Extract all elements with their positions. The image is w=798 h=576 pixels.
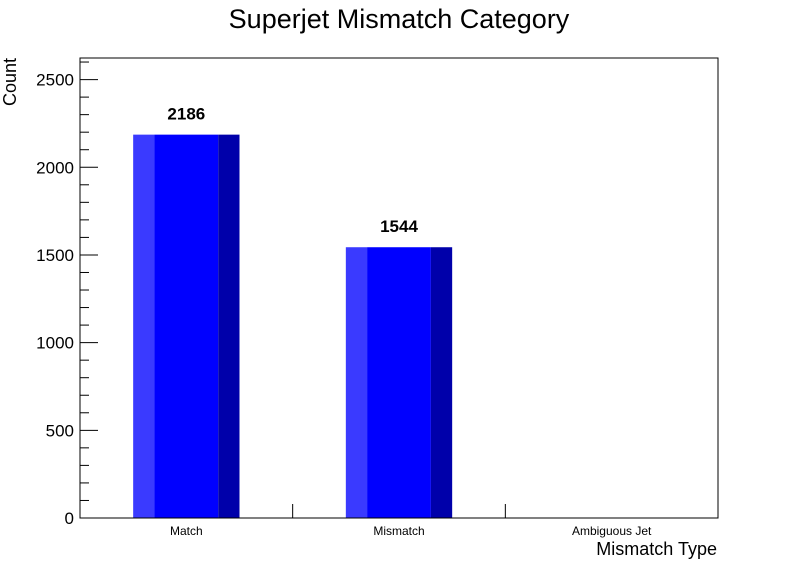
chart-title: Superjet Mismatch Category [229, 4, 570, 34]
axis-layer: Match Mismatch Ambiguous Jet 0 500 1000 1500 20… [36, 61, 652, 538]
bar-body [367, 247, 431, 518]
y-tick-label: 0 [65, 509, 74, 528]
x-axis-label: Mismatch Type [596, 539, 717, 559]
bar-left-shade [345, 247, 368, 518]
bar [345, 247, 453, 518]
data-label: 2186 [167, 105, 205, 124]
y-tick-label: 1500 [36, 246, 74, 265]
x-tick-label: Mismatch [373, 524, 424, 538]
bar-right-shade [218, 134, 240, 518]
plot-frame [79, 57, 719, 519]
bar-left-shade [133, 134, 155, 518]
bar-right-shade [430, 247, 453, 518]
bars-layer: 2186 1544 [133, 105, 453, 518]
y-axis-label: Count [0, 58, 20, 106]
bar [133, 134, 240, 518]
data-label: 1544 [380, 217, 418, 236]
bar-body [154, 134, 219, 518]
y-tick-label: 1000 [36, 334, 74, 353]
x-tick-label: Ambiguous Jet [572, 524, 652, 538]
y-tick-label: 500 [46, 421, 74, 440]
y-tick-label: 2500 [36, 71, 74, 90]
x-tick-label: Match [170, 524, 203, 538]
y-tick-label: 2000 [36, 158, 74, 177]
